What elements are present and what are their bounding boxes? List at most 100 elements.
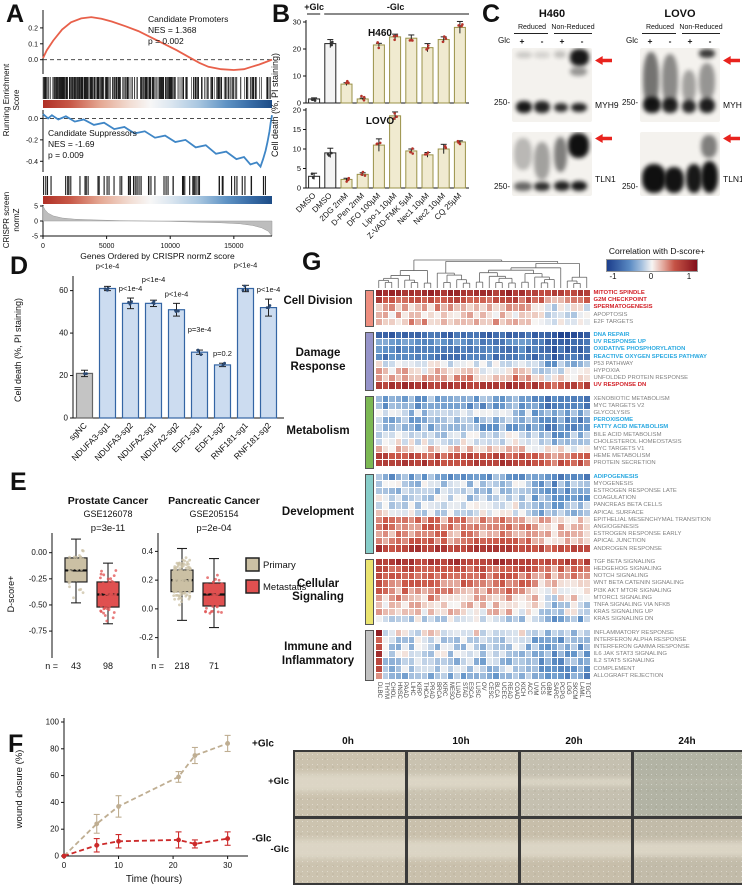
heatmap-cell [577, 304, 583, 311]
heatmap-cell [571, 672, 577, 679]
heatmap-cell [512, 297, 518, 304]
heatmap-cell [408, 304, 414, 311]
heatmap-cell [454, 565, 460, 573]
heatmap-cell [512, 502, 518, 509]
category-label: Metabolism [286, 424, 350, 437]
heatmap-cell [538, 438, 544, 445]
heatmap-cell [584, 480, 590, 487]
heatmap-cell [512, 367, 518, 375]
heatmap-cell [376, 573, 382, 580]
heatmap-cell [493, 367, 499, 375]
heatmap-cell [408, 643, 414, 651]
bar [98, 287, 117, 419]
replicate-dot [456, 139, 460, 143]
heatmap-cell [473, 587, 479, 594]
cancer-type-label: KIRP [415, 682, 421, 697]
sample-dot [173, 569, 176, 573]
heatmap-cell [558, 651, 564, 658]
heatmap-cell [421, 360, 427, 367]
heatmap-cell [506, 417, 512, 424]
heatmap-cell [389, 636, 395, 643]
heatmap-cell [564, 495, 570, 502]
heatmap-cell [564, 616, 570, 623]
heatmap-cell [584, 573, 590, 580]
sample-dot [219, 599, 223, 603]
heatmap-cell [389, 431, 395, 438]
heatmap-cell [564, 395, 570, 402]
normz-tick: 0 [34, 219, 38, 226]
heatmap-cell [499, 353, 505, 360]
heatmap-cell [558, 353, 564, 360]
suppressors-pvalue: p = 0.009 [48, 150, 84, 160]
heatmap-cell [480, 339, 486, 346]
heatmap-cell [467, 495, 473, 502]
sample-dot [218, 602, 222, 605]
heatmap-cell [577, 402, 583, 409]
heatmap-cell [558, 346, 564, 353]
heatmap-cell [402, 402, 408, 409]
heatmap-cell [532, 332, 538, 339]
sample-dot [172, 594, 176, 598]
heatmap-cell [441, 304, 447, 311]
heatmap-cell [577, 629, 583, 636]
heatmap-cell [441, 531, 447, 538]
heatmap-cell [415, 460, 421, 467]
heatmap-cell [408, 495, 414, 502]
bar [453, 26, 466, 104]
heatmap-cell [499, 558, 505, 565]
heatmap-cell [415, 297, 421, 304]
heatmap-cell [519, 382, 525, 389]
heatmap-cell [512, 487, 518, 495]
heatmap-cell [480, 311, 486, 318]
heatmap-cell [564, 318, 570, 325]
heatmap-cell [558, 318, 564, 325]
heatmap-cell [532, 346, 538, 353]
wound-y-tick: 100 [46, 718, 60, 727]
sample-dot [181, 558, 185, 562]
heatmap-cell [493, 311, 499, 318]
heatmap-cell [577, 367, 583, 375]
heatmap-cell [545, 339, 551, 346]
heatmap-cell [571, 332, 577, 339]
heatmap-cell [467, 672, 473, 679]
replicate-dot [376, 41, 379, 44]
heatmap-cell [538, 538, 544, 545]
heatmap-cell [376, 417, 382, 424]
heatmap-cell [376, 672, 382, 679]
heatmap-cell [402, 538, 408, 545]
heatmap-cell [519, 304, 525, 311]
pathway-label: KRAS SIGNALING UP [593, 609, 654, 616]
heatmap-cell [571, 375, 577, 382]
heatmap-cell [532, 375, 538, 382]
condition-label: Reduced [645, 24, 675, 31]
heatmap-cell [441, 558, 447, 565]
heatmap-cell [382, 438, 388, 445]
wound-gap [634, 780, 742, 784]
panel-f-wound-chart: 0 20 40 60 80 100 0 10 20 30 +Glc -Glc Time (hours) w… [2, 698, 284, 887]
heatmap-cell [402, 658, 408, 665]
heatmap-cell [558, 665, 564, 672]
heatmap-cell [499, 290, 505, 297]
heatmap-cell [525, 509, 531, 516]
heatmap-cell [584, 395, 590, 402]
heatmap-cell [564, 629, 570, 636]
heatmap-cell [408, 473, 414, 480]
heatmap-cell [421, 545, 427, 552]
bar [324, 152, 337, 189]
heatmap-cell [395, 538, 401, 545]
heatmap-cell [525, 601, 531, 609]
sample-dot [68, 585, 71, 589]
condition-underline [642, 33, 676, 34]
heatmap-cell [382, 636, 388, 643]
replicate-dot [310, 172, 314, 176]
replicate-dot [85, 372, 89, 376]
heatmap-cell [454, 360, 460, 367]
glc-sign: + [519, 36, 525, 46]
celldeath-y-label: Cell death (%, PI staining) [270, 53, 280, 157]
heatmap-cell [376, 339, 382, 346]
replicate-dot [443, 145, 447, 148]
sample-dot [172, 588, 176, 592]
sample-dot [184, 582, 188, 586]
heatmap-cell [395, 587, 401, 594]
heatmap-cell [441, 480, 447, 487]
